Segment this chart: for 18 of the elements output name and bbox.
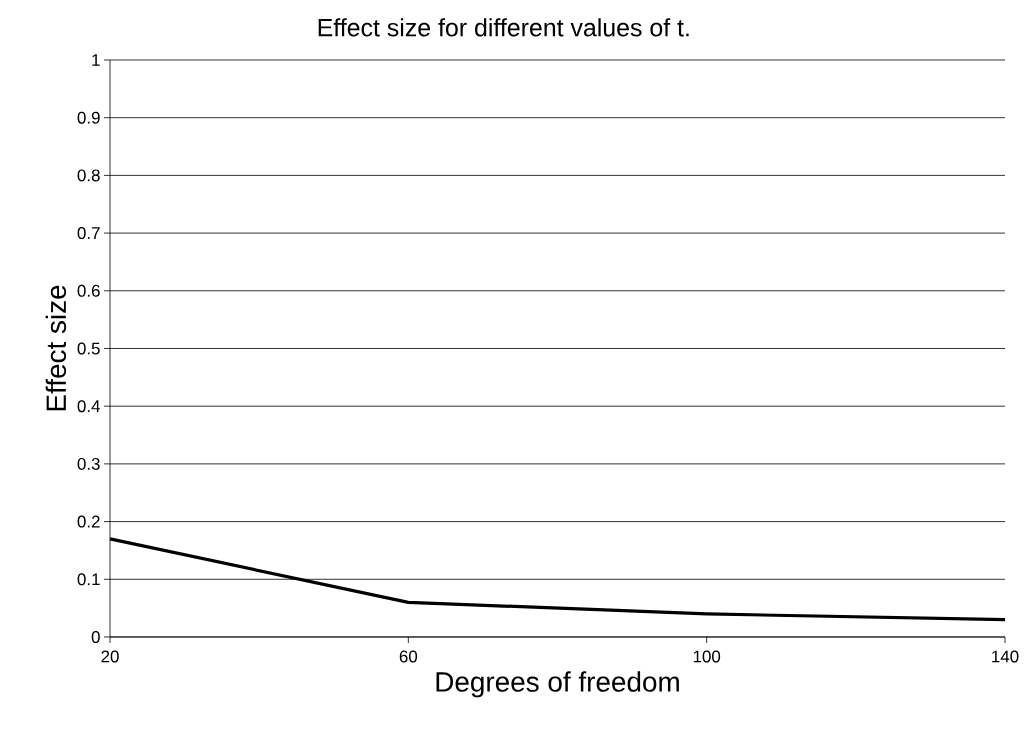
chart-title: Effect size for different values of t. [318, 18, 689, 37]
y-tick-label: 0.7 [77, 227, 100, 240]
x-tick-label: 20 [101, 650, 119, 663]
y-tick-label: 0.2 [77, 515, 100, 528]
y-tick-label: 0.8 [77, 169, 100, 182]
y-tick-label: 0.9 [77, 111, 100, 124]
y-axis-title: Effect size [45, 285, 67, 411]
x-axis-title: Degrees of freedom [436, 671, 679, 698]
y-tick-label: 0 [91, 630, 100, 643]
y-tick-label: 0.3 [77, 457, 100, 470]
y-tick-label: 1 [92, 54, 100, 66]
y-tick-label: 0.5 [77, 342, 100, 355]
y-tick-label: 0.6 [77, 284, 100, 297]
y-tick-label: 0.1 [77, 573, 100, 586]
x-tick-label: 140 [992, 650, 1019, 663]
x-tick-label: 100 [693, 650, 721, 663]
x-tick-label: 60 [399, 650, 418, 663]
y-tick-label: 0.4 [77, 400, 100, 413]
